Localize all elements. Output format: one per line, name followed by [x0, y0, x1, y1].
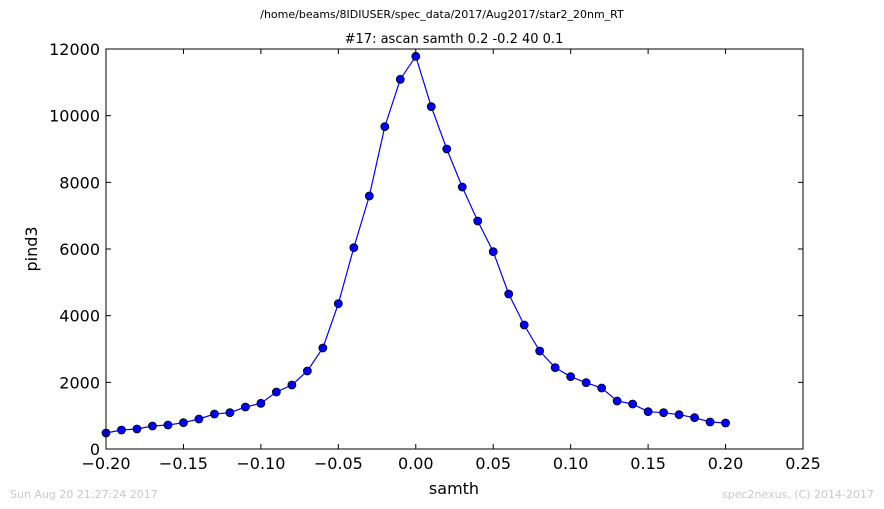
y-tick-label: 0	[90, 440, 100, 459]
data-point	[210, 409, 219, 419]
data-point	[705, 417, 715, 427]
data-point	[380, 122, 390, 132]
data-point	[659, 408, 668, 418]
data-point	[535, 346, 545, 356]
data-point	[690, 413, 699, 423]
y-tick-label: 4000	[59, 307, 100, 326]
x-tick-label: −0.15	[159, 454, 208, 473]
y-tick-label: 8000	[59, 173, 100, 192]
data-point	[566, 372, 576, 382]
y-tick-label: 6000	[59, 240, 100, 259]
data-point	[132, 424, 142, 434]
x-tick-label: −0.20	[81, 454, 130, 473]
y-tick-label: 10000	[49, 107, 100, 126]
data-point	[628, 399, 638, 409]
data-point	[643, 407, 653, 417]
data-point	[318, 343, 328, 353]
y-tick-label: 2000	[59, 373, 100, 392]
x-tick-label: 0.20	[708, 454, 744, 473]
x-tick-label: 0.15	[630, 454, 666, 473]
data-point	[349, 243, 359, 253]
data-point	[473, 216, 483, 226]
figure-path-title: /home/beams/8IDIUSER/spec_data/2017/Aug2…	[260, 8, 624, 21]
series-line	[105, 54, 726, 434]
data-point	[163, 420, 173, 430]
x-tick-label: 0.10	[553, 454, 589, 473]
footer-credit: spec2nexus, (C) 2014-2017	[722, 488, 874, 501]
chart-title: #17: ascan samth 0.2 -0.2 40 0.1	[345, 32, 564, 47]
data-point	[256, 398, 266, 408]
data-point	[519, 320, 529, 330]
data-point	[117, 425, 126, 435]
data-point	[504, 289, 514, 299]
data-point	[457, 182, 467, 192]
x-tick-label: 0.00	[398, 454, 434, 473]
y-axis-label: pind3	[22, 226, 41, 271]
data-point	[194, 414, 204, 424]
plot-area	[101, 51, 730, 438]
y-tick-label: 12000	[49, 40, 100, 59]
x-axis-label: samth	[429, 479, 479, 498]
data-point	[597, 383, 607, 393]
data-point	[364, 191, 374, 201]
data-point	[240, 402, 250, 412]
data-point	[225, 408, 235, 418]
data-point	[333, 299, 343, 309]
data-point	[179, 418, 188, 428]
x-tick-label: −0.10	[236, 454, 285, 473]
x-tick-label: −0.05	[314, 454, 363, 473]
data-point	[442, 144, 452, 154]
footer-timestamp: Sun Aug 20 21:27:24 2017	[10, 488, 158, 501]
data-point	[488, 247, 498, 257]
data-point	[395, 74, 405, 84]
x-tick-label: 0.25	[785, 454, 821, 473]
data-point	[550, 363, 560, 373]
data-point	[148, 421, 157, 431]
plot-frame	[105, 48, 804, 450]
data-point	[271, 387, 281, 397]
data-point	[302, 366, 312, 376]
data-point	[674, 410, 684, 420]
data-point	[287, 380, 297, 390]
data-point	[426, 102, 436, 112]
axis-ticks: −0.20 −0.15 −0.10 −0.05 0.00 0.05 0.10 0.15 0.20…	[49, 40, 821, 473]
data-point	[612, 396, 622, 406]
data-point	[721, 418, 730, 428]
data-point	[581, 378, 591, 388]
x-tick-label: 0.05	[475, 454, 511, 473]
